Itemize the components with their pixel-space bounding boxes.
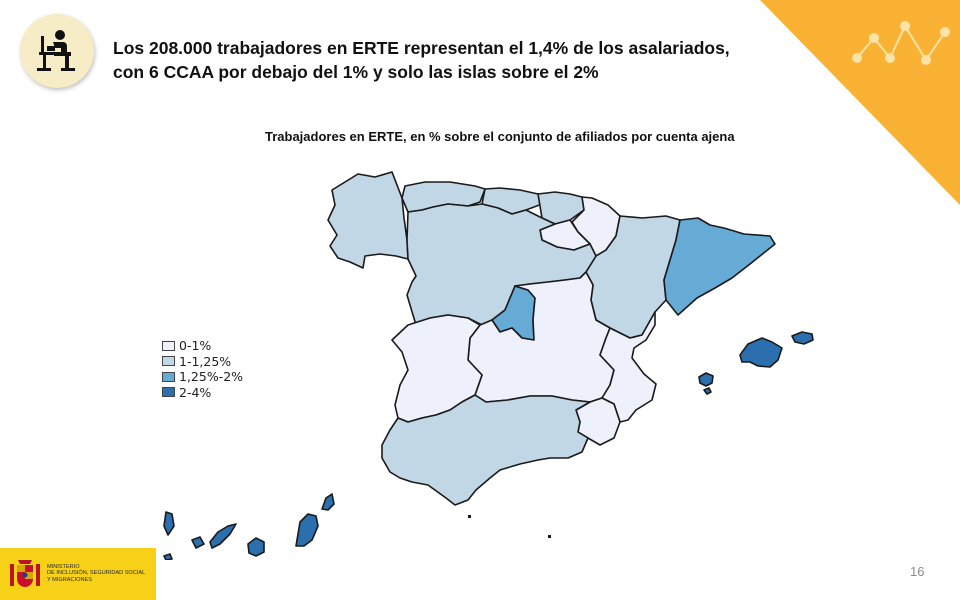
region-lanzarote <box>321 493 335 511</box>
spain-choropleth-map <box>163 171 814 560</box>
corner-decoration <box>760 0 960 205</box>
region-pais-vasco <box>537 191 585 225</box>
worker-at-desk-icon <box>37 30 75 71</box>
legend-swatch <box>162 340 175 351</box>
legend-item: 1,25%-2% <box>162 369 243 385</box>
ministry-name: MINISTERIO DE INCLUSIÓN, SEGURIDAD SOCIA… <box>47 564 155 583</box>
slide-title-line-2: con 6 CCAA por debajo del 1% y solo las … <box>113 62 599 82</box>
legend-swatch <box>162 371 175 382</box>
region-comunidad-valenciana <box>599 311 657 423</box>
region-cataluna <box>663 217 776 316</box>
region-formentera <box>703 387 712 395</box>
legend-item: 2-4% <box>162 385 243 401</box>
legend-item: 1-1,25% <box>162 354 243 370</box>
region-la-gomera <box>191 536 205 549</box>
page-number: 16 <box>910 564 925 579</box>
slide-title-line-1: Los 208.000 trabajadores en ERTE represe… <box>113 38 730 58</box>
map-legend: 0-1% 1-1,25% 1,25%-2% 2-4% <box>162 338 243 400</box>
ministry-logo: MINISTERIO DE INCLUSIÓN, SEGURIDAD SOCIA… <box>0 548 156 600</box>
region-menorca <box>791 331 814 345</box>
region-mallorca <box>739 337 783 368</box>
region-el-hierro <box>163 553 173 560</box>
slide-title: Los 208.000 trabajadores en ERTE represe… <box>113 36 763 84</box>
legend-label: 1,25%-2% <box>179 369 244 385</box>
ministry-line-1: MINISTERIO <box>47 564 80 570</box>
region-la-palma <box>163 511 175 536</box>
region-fuerteventura <box>295 513 319 547</box>
ministry-line-2: DE INCLUSIÓN, SEGURIDAD SOCIAL <box>47 570 146 577</box>
ministry-line-3: Y MIGRACIONES <box>47 576 92 583</box>
legend-swatch <box>162 387 175 398</box>
ceuta-marker <box>468 515 471 518</box>
region-tenerife <box>209 523 237 549</box>
header-icon-badge <box>20 14 94 88</box>
region-andalucia <box>381 394 591 506</box>
legend-item: 0-1% <box>162 338 243 354</box>
coat-of-arms-icon <box>10 560 40 587</box>
region-gran-canaria <box>247 537 265 557</box>
legend-label: 0-1% <box>179 338 212 354</box>
legend-label: 2-4% <box>179 384 212 400</box>
legend-label: 1-1,25% <box>179 353 232 369</box>
legend-swatch <box>162 356 175 367</box>
region-ibiza <box>698 372 714 387</box>
map-title: Trabajadores en ERTE, en % sobre el conj… <box>265 129 735 144</box>
region-galicia <box>327 171 409 269</box>
melilla-marker <box>548 535 551 538</box>
